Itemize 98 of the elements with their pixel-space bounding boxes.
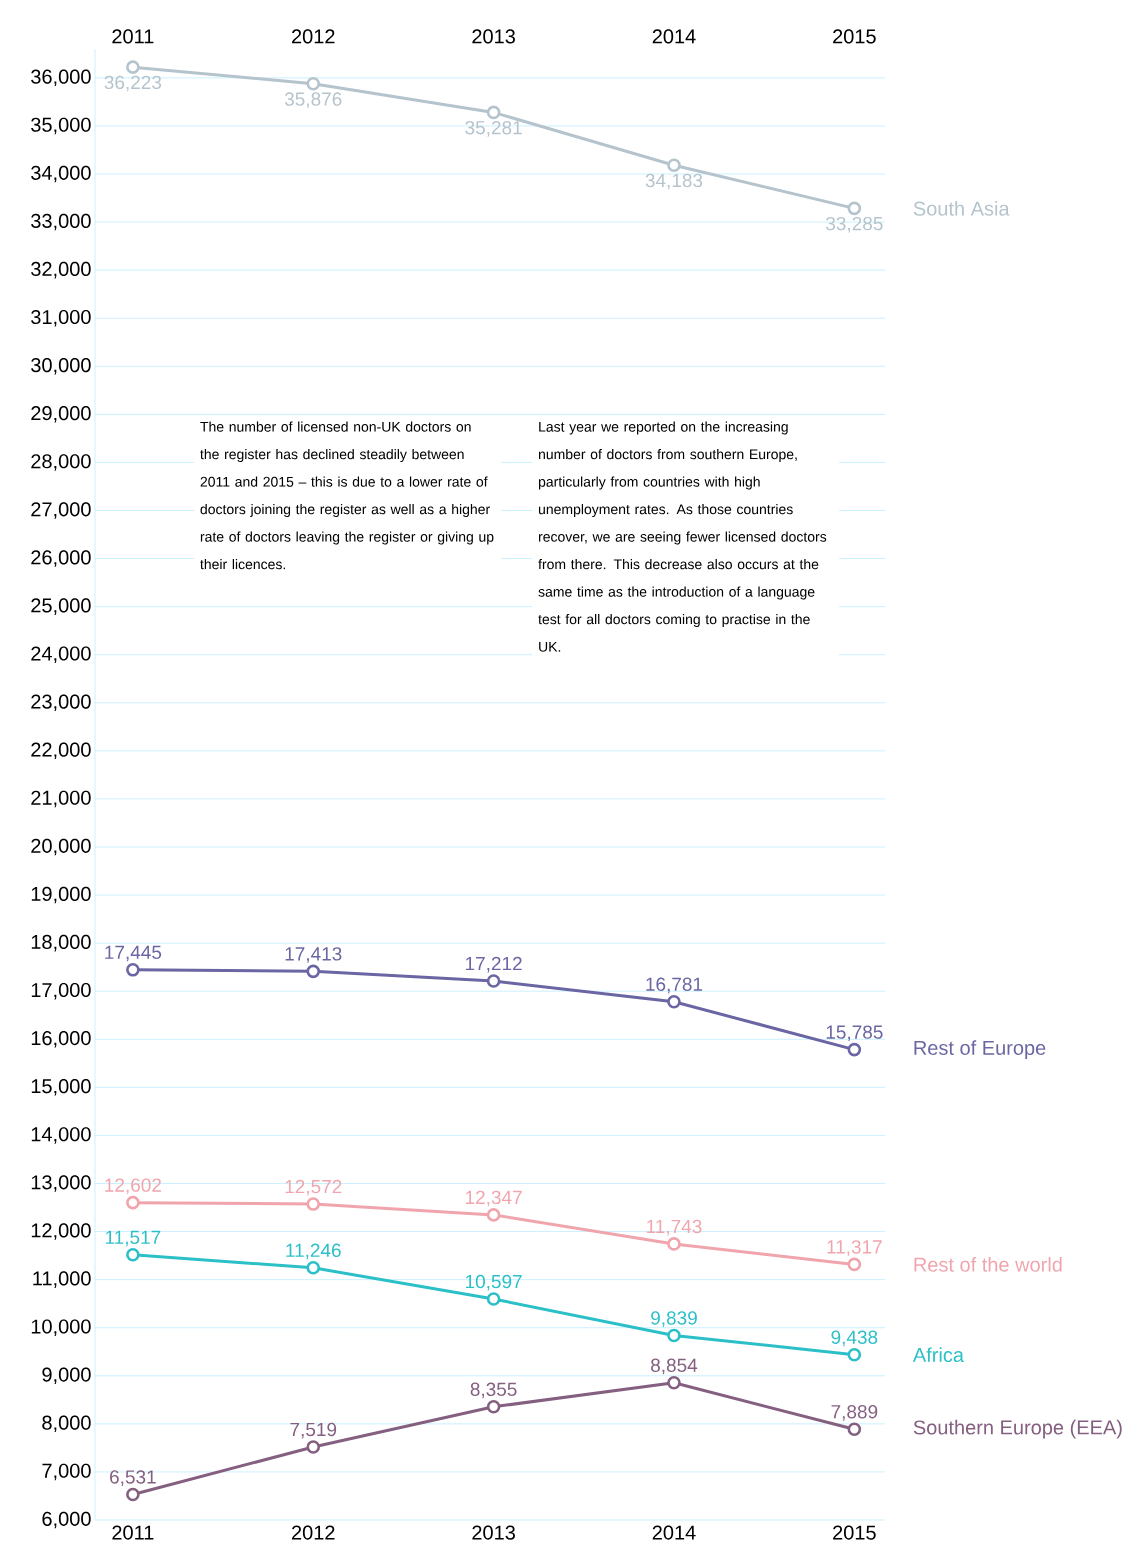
- y-tick-label: 35,000: [30, 117, 91, 135]
- data-label: 7,519: [290, 1422, 336, 1439]
- point: [486, 1399, 501, 1414]
- y-tick-label: 30,000: [30, 358, 91, 375]
- y-tick-label: 17,000: [31, 982, 91, 1000]
- data-label: 11,517: [105, 1230, 161, 1247]
- point: [306, 1197, 320, 1211]
- point: [847, 1257, 861, 1272]
- y-tick-label: 8,000: [42, 1415, 91, 1433]
- point: [667, 1328, 681, 1343]
- data-label: 11,246: [286, 1243, 341, 1260]
- data-label: 10,597: [465, 1274, 522, 1291]
- data-label: 11,743: [646, 1219, 702, 1236]
- point: [486, 1292, 501, 1306]
- y-tick-label: 24,000: [31, 646, 91, 663]
- y-tick-label: 25,000: [31, 598, 91, 615]
- y-tick-label: 26,000: [31, 550, 91, 567]
- y-tick-label: 34,000: [30, 165, 91, 183]
- point: [486, 974, 501, 988]
- y-tick-label: 21,000: [31, 790, 91, 808]
- data-label: 9,438: [831, 1330, 878, 1347]
- data-label: 17,212: [465, 956, 522, 973]
- data-label: 11,317: [827, 1240, 882, 1256]
- y-tick-label: 14,000: [31, 1127, 91, 1144]
- x-tick-label: 2015: [832, 29, 876, 44]
- category-label: 2011: [112, 1525, 154, 1540]
- x-tick-label: 2011: [112, 29, 154, 44]
- point: [847, 1042, 861, 1057]
- data-label: 35,876: [284, 92, 342, 109]
- y-tick-label: 12,000: [31, 1223, 91, 1240]
- y-tick-label: 32,000: [30, 261, 91, 279]
- data-label: 16,781: [646, 977, 702, 994]
- point: [667, 1237, 681, 1251]
- text: The number of licensed non-UK doctors on the register has declined steadily between 2011 and 2015 – this is due to a lower rate of doctors joining the register as well as a higher rate of doctors leaving the register or giving up their licences.: [200, 421, 494, 570]
- x-tick-label: 2013: [472, 29, 515, 44]
- data-label: 8,854: [650, 1358, 698, 1375]
- point: [125, 1195, 140, 1210]
- y-tick-label: 20,000: [31, 838, 91, 856]
- point: [486, 105, 501, 120]
- point: [847, 1347, 861, 1362]
- data-label: 17,413: [285, 947, 342, 963]
- y-tick-label: 11,000: [33, 1271, 91, 1288]
- point: [125, 60, 140, 74]
- text: Rest of the world: [914, 1257, 1062, 1272]
- data-label: 12,602: [105, 1178, 161, 1195]
- point: [667, 1376, 681, 1390]
- y-tick-label: 31,000: [30, 309, 91, 327]
- y-tick-label: 28,000: [31, 454, 91, 471]
- y-tick-label: 9,000: [42, 1367, 91, 1385]
- text: Africa: [912, 1347, 964, 1363]
- y-tick-label: 29,000: [31, 406, 91, 423]
- y-tick-label: 27,000: [31, 502, 91, 519]
- data-label: 35,281: [465, 120, 522, 137]
- point: [667, 158, 681, 172]
- point: [847, 1422, 861, 1436]
- point: [125, 1487, 140, 1502]
- y-tick-label: 36,000: [30, 69, 91, 87]
- category-label: 2012: [291, 1525, 335, 1540]
- y-tick-label: 6,000: [42, 1511, 91, 1529]
- point: [847, 201, 861, 216]
- data-label: 12,347: [465, 1190, 522, 1207]
- point: [306, 77, 320, 91]
- data-label: 12,572: [285, 1179, 342, 1196]
- data-label: 6,531: [109, 1470, 156, 1486]
- data-label: 36,223: [104, 75, 161, 92]
- text: Southern Europe (EEA): [913, 1419, 1122, 1439]
- category-label: 2013: [472, 1525, 515, 1540]
- text: Last year we reported on the increasing number of doctors from southern Europe, particularly from countries with high unemployment rates. As those countries recover, we are seeing fewer licensed doctors from there. This decrease also occurs at the same time as the introduction of a language test for all doctors coming to practise in the UK.: [538, 421, 827, 652]
- point: [306, 964, 320, 979]
- y-tick-label: 22,000: [31, 742, 91, 760]
- data-label: 15,785: [826, 1025, 883, 1042]
- y-tick-label: 19,000: [31, 886, 91, 904]
- x-tick-label: 2014: [652, 29, 696, 44]
- point: [125, 1247, 140, 1262]
- x-tick-label: 2012: [291, 29, 335, 44]
- point: [306, 1440, 320, 1454]
- text: Rest of Europe: [914, 1040, 1046, 1059]
- y-tick-label: 15,000: [31, 1079, 91, 1096]
- category-label: 2015: [832, 1525, 876, 1540]
- text: South Asia: [913, 201, 1010, 216]
- data-label: 8,355: [470, 1382, 517, 1399]
- y-tick-label: 33,000: [30, 213, 91, 231]
- point: [306, 1261, 320, 1275]
- data-label: 9,839: [650, 1311, 697, 1327]
- point: [667, 994, 681, 1009]
- y-tick-label: 18,000: [31, 934, 91, 952]
- y-tick-label: 23,000: [31, 694, 91, 712]
- y-tick-label: 13,000: [31, 1175, 91, 1192]
- y-tick-label: 10,000: [31, 1319, 91, 1336]
- data-label: 33,285: [825, 216, 883, 233]
- y-tick-label: 16,000: [31, 1031, 91, 1048]
- data-label: 7,889: [831, 1404, 878, 1421]
- category-label: 2014: [652, 1525, 696, 1540]
- data-label: 17,445: [105, 945, 161, 962]
- y-tick-label: 7,000: [42, 1463, 91, 1481]
- point: [486, 1208, 501, 1222]
- point: [125, 963, 140, 977]
- data-label: 34,183: [645, 173, 703, 190]
